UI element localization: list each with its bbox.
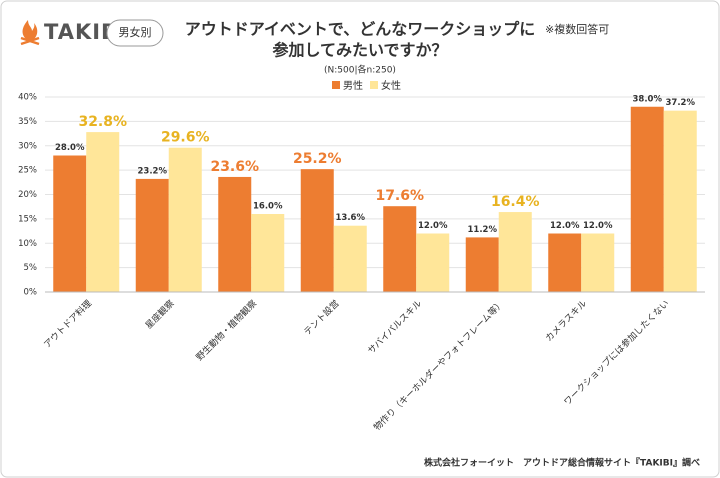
badge-box (106, 19, 164, 47)
y-tick-label: 5% (24, 263, 38, 273)
bar (465, 237, 499, 292)
legend-swatch (370, 81, 378, 89)
subtitle: (N:500|各n:250) (324, 64, 396, 76)
value-label: 32.8% (78, 114, 127, 130)
value-label: 23.2% (138, 166, 168, 176)
chart-title: アウトドアイベントで、どんなワークショップに (185, 20, 536, 39)
bar (168, 147, 202, 292)
y-tick-label: 0% (24, 288, 38, 298)
bar (53, 155, 87, 292)
y-tick-label: 30% (18, 141, 37, 151)
bar (86, 132, 120, 292)
legend-label: 女性 (381, 79, 401, 92)
logo-flame (20, 20, 40, 46)
y-tick-label: 40% (18, 93, 37, 103)
value-label: 12.0% (550, 221, 580, 231)
bar (416, 233, 450, 292)
y-tick-label: 25% (18, 166, 37, 176)
bar (383, 206, 417, 292)
bar (300, 169, 334, 292)
note: ※複数回答可 (545, 22, 609, 36)
value-label: 28.0% (55, 143, 85, 153)
value-label: 13.6% (336, 213, 366, 223)
value-label: 38.0% (633, 94, 663, 104)
badge: 男女別 (119, 25, 152, 39)
bar (548, 233, 582, 292)
y-tick-label: 20% (18, 190, 37, 200)
value-label: 12.0% (418, 221, 448, 231)
value-label: 16.4% (491, 194, 540, 210)
bar (135, 178, 169, 292)
footer: 株式会社フォーイット アウトドア総合情報サイト『TAKIBI』調べ (424, 457, 700, 469)
bar (251, 214, 285, 292)
value-label: 25.2% (293, 151, 342, 167)
y-tick-label: 15% (18, 214, 37, 224)
y-tick-label: 35% (18, 117, 37, 127)
bar (581, 233, 615, 292)
bar (333, 225, 367, 292)
bar (630, 106, 664, 292)
value-label: 12.0% (583, 221, 613, 231)
value-label: 16.0% (253, 202, 283, 212)
value-label: 29.6% (161, 130, 210, 146)
value-label: 23.6% (210, 159, 259, 175)
value-label: 11.2% (468, 225, 498, 235)
bar (663, 110, 697, 293)
value-label: 37.2% (666, 98, 696, 108)
bar (218, 176, 252, 292)
legend-label: 男性 (343, 79, 363, 92)
chart-title: 参加してみたいですか？ (272, 41, 447, 60)
bar (498, 212, 532, 292)
legend-swatch (332, 81, 340, 89)
value-label: 17.6% (375, 188, 424, 204)
y-tick-label: 10% (18, 239, 37, 249)
